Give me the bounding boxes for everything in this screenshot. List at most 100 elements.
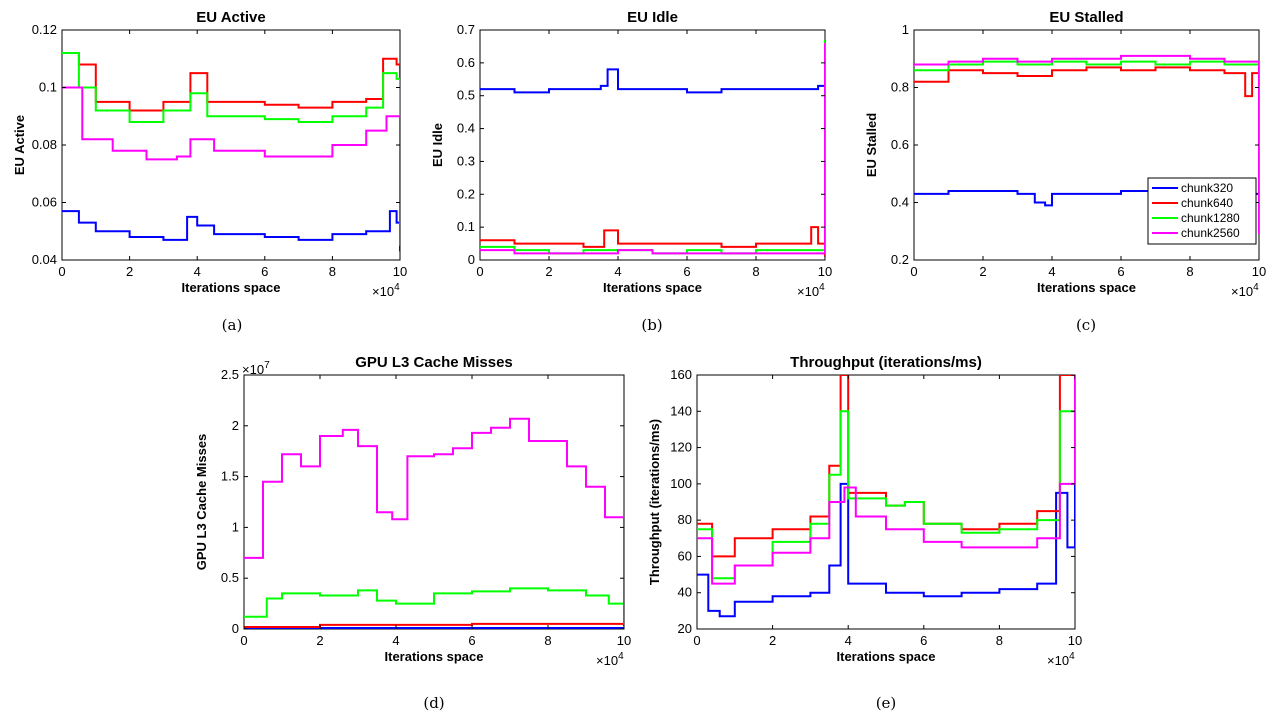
x-tick-label: 6 bbox=[261, 264, 268, 279]
y-axis-label: EU Stalled bbox=[864, 113, 879, 177]
y-tick-label: 0 bbox=[468, 252, 475, 267]
y-tick-label: 0.6 bbox=[891, 137, 909, 152]
x-tick-label: 6 bbox=[468, 633, 475, 648]
y-tick-label: 120 bbox=[670, 440, 692, 455]
x-exponent: ×104 bbox=[596, 651, 624, 668]
series-chunk1280 bbox=[244, 587, 624, 618]
chart-title: EU Idle bbox=[627, 9, 678, 26]
y-tick-label: 0.12 bbox=[32, 22, 57, 37]
x-exponent: ×104 bbox=[1231, 282, 1259, 299]
x-tick-label: 0 bbox=[58, 264, 65, 279]
plot-frame bbox=[479, 29, 826, 261]
series-chunk1280 bbox=[62, 52, 400, 246]
plot-frame bbox=[243, 374, 625, 630]
x-tick-label: 8 bbox=[329, 264, 336, 279]
y-tick-label: 160 bbox=[670, 367, 692, 382]
series-chunk320 bbox=[480, 43, 825, 94]
chart-title: GPU L3 Cache Misses bbox=[355, 354, 513, 371]
x-tick-label: 0 bbox=[693, 633, 700, 648]
y-tick-label: 0.6 bbox=[457, 55, 475, 70]
series-chunk640 bbox=[480, 226, 825, 257]
chart-c: 0 2 4 6 8 10 0.2 0.4 0.6 0.8 1 EU Stalled Iterations… bbox=[864, 9, 1266, 334]
y-tick-label: 20 bbox=[678, 621, 692, 636]
x-tick-label: 0 bbox=[910, 264, 917, 279]
x-tick-label: 2 bbox=[769, 633, 776, 648]
y-tick-label: 140 bbox=[670, 403, 692, 418]
x-tick-label: 2 bbox=[316, 633, 323, 648]
y-tick-label: 0.8 bbox=[891, 80, 909, 95]
chart-d: 0 2 4 6 8 10 0 0.5 1 1.5 2 2.5 GPU L3 Cache Misses It… bbox=[194, 354, 631, 712]
series-chunk640 bbox=[914, 66, 1259, 232]
legend-label-chunk2560: chunk2560 bbox=[1181, 226, 1240, 240]
x-tick-label: 6 bbox=[1117, 264, 1124, 279]
y-tick-label: 0.06 bbox=[32, 195, 57, 210]
y-tick-label: 0.2 bbox=[457, 186, 475, 201]
x-axis-label: Iterations space bbox=[837, 649, 936, 664]
x-tick-label: 4 bbox=[614, 264, 621, 279]
x-tick-label: 6 bbox=[683, 264, 690, 279]
x-axis-label: Iterations space bbox=[385, 649, 484, 664]
x-tick-label: 4 bbox=[845, 633, 852, 648]
y-axis-label: Throughput (iterations/ms) bbox=[647, 419, 662, 585]
x-tick-label: 10 bbox=[1068, 633, 1082, 648]
chart-b: 0 2 4 6 8 10 0 0.1 0.2 0.3 0.4 0.5 0.6 0.7 EU Idle Iter… bbox=[430, 9, 832, 334]
x-tick-label: 10 bbox=[617, 633, 631, 648]
y-tick-label: 1.5 bbox=[221, 469, 239, 484]
x-tick-label: 8 bbox=[544, 633, 551, 648]
x-tick-label: 4 bbox=[392, 633, 399, 648]
x-exponent: ×104 bbox=[1047, 651, 1075, 668]
y-tick-label: 100 bbox=[670, 476, 692, 491]
y-tick-label: 0.08 bbox=[32, 137, 57, 152]
legend-label-chunk320: chunk320 bbox=[1181, 181, 1233, 195]
y-tick-label: 0.1 bbox=[39, 80, 57, 95]
chart-e: 0 2 4 6 8 10 20 40 60 80 100 120 140 160 Throughput (i… bbox=[647, 354, 1082, 712]
y-axis-label: EU Idle bbox=[430, 123, 445, 167]
x-tick-label: 2 bbox=[545, 264, 552, 279]
x-tick-label: 0 bbox=[476, 264, 483, 279]
x-axis-label: Iterations space bbox=[182, 280, 281, 295]
y-tick-label: 2.5 bbox=[221, 367, 239, 382]
series-chunk2560 bbox=[914, 54, 1259, 235]
y-tick-label: 60 bbox=[678, 548, 692, 563]
x-tick-label: 2 bbox=[126, 264, 133, 279]
subfigure-caption: (b) bbox=[641, 316, 662, 334]
y-tick-label: 0.04 bbox=[32, 252, 57, 267]
y-axis-label: GPU L3 Cache Misses bbox=[194, 434, 209, 571]
series-group bbox=[62, 52, 400, 252]
chart-a: 0 2 4 6 8 10 0.04 0.06 0.08 0.1 0.12 EU Active Itera… bbox=[12, 9, 407, 334]
series-chunk1280 bbox=[914, 60, 1259, 235]
x-tick-label: 10 bbox=[1252, 264, 1266, 279]
x-tick-label: 4 bbox=[194, 264, 201, 279]
x-tick-label: 8 bbox=[752, 264, 759, 279]
x-exponent: ×104 bbox=[797, 282, 825, 299]
y-tick-label: 0.3 bbox=[457, 153, 475, 168]
y-tick-label: 0.4 bbox=[457, 121, 475, 136]
legend-label-chunk1280: chunk1280 bbox=[1181, 211, 1240, 225]
y-tick-label: 0.4 bbox=[891, 195, 909, 210]
series-chunk2560 bbox=[244, 417, 624, 624]
series-group bbox=[480, 39, 825, 257]
x-axis-label: Iterations space bbox=[1037, 280, 1136, 295]
x-tick-label: 2 bbox=[979, 264, 986, 279]
y-tick-label: 0.2 bbox=[891, 252, 909, 267]
x-exponent: ×104 bbox=[372, 282, 400, 299]
series-chunk320 bbox=[697, 482, 1075, 618]
x-tick-label: 8 bbox=[996, 633, 1003, 648]
x-tick-label: 10 bbox=[393, 264, 407, 279]
series-group bbox=[914, 54, 1259, 235]
chart-title: Throughput (iterations/ms) bbox=[790, 354, 982, 371]
subfigure-caption: (a) bbox=[222, 316, 243, 334]
series-chunk2560 bbox=[480, 43, 825, 255]
x-axis-label: Iterations space bbox=[603, 280, 702, 295]
y-tick-label: 80 bbox=[678, 512, 692, 527]
subfigure-caption: (e) bbox=[876, 694, 897, 712]
series-chunk640 bbox=[697, 375, 1075, 558]
y-tick-label: 1 bbox=[902, 22, 909, 37]
chart-title: EU Stalled bbox=[1049, 9, 1123, 26]
subfigure-caption: (d) bbox=[423, 694, 444, 712]
x-tick-label: 4 bbox=[1048, 264, 1055, 279]
x-tick-label: 0 bbox=[240, 633, 247, 648]
y-tick-label: 0 bbox=[232, 621, 239, 636]
x-tick-label: 10 bbox=[818, 264, 832, 279]
